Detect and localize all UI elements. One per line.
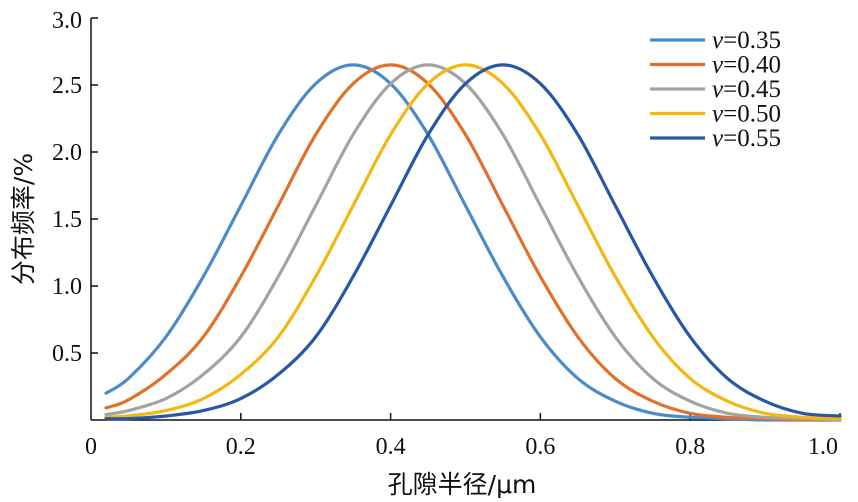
legend-label-5: v=0.55 bbox=[712, 125, 781, 152]
legend-label-2: v=0.40 bbox=[712, 52, 781, 79]
legend: v=0.35v=0.40v=0.45v=0.50v=0.55 bbox=[650, 27, 781, 152]
y-axis-title: 分布频率/% bbox=[9, 153, 38, 285]
legend-label-4: v=0.50 bbox=[712, 101, 781, 128]
y-tick-label: 0.5 bbox=[52, 341, 82, 367]
series-line-5 bbox=[104, 63, 842, 421]
y-tick-label: 1.5 bbox=[52, 207, 82, 233]
x-tick-label: 0.6 bbox=[525, 434, 555, 460]
x-tick-label: 0.4 bbox=[376, 434, 406, 460]
series-line-1 bbox=[104, 63, 842, 422]
series-line-2 bbox=[104, 63, 842, 422]
series-line-4 bbox=[104, 63, 842, 421]
x-tick-label: 0.8 bbox=[675, 434, 705, 460]
y-tick-label: 3.0 bbox=[52, 8, 82, 34]
y-tick-label: 2.0 bbox=[52, 140, 82, 166]
x-tick-label: 0 bbox=[85, 434, 97, 460]
y-tick-label: 2.5 bbox=[52, 73, 82, 99]
y-tick-label: 1.0 bbox=[52, 274, 82, 300]
legend-label-3: v=0.45 bbox=[712, 76, 781, 103]
series-layer bbox=[104, 63, 842, 422]
tick-labels: 0 0.2 0.4 0.6 0.8 1.0 0.5 1.0 1.5 2.0 2.5 3.0 bbox=[52, 8, 838, 460]
legend-label-1: v=0.35 bbox=[712, 27, 781, 54]
x-tick-label: 0.2 bbox=[226, 434, 256, 460]
x-axis-title: 孔隙半径/μm bbox=[388, 470, 537, 499]
x-tick-label: 1.0 bbox=[808, 434, 838, 460]
